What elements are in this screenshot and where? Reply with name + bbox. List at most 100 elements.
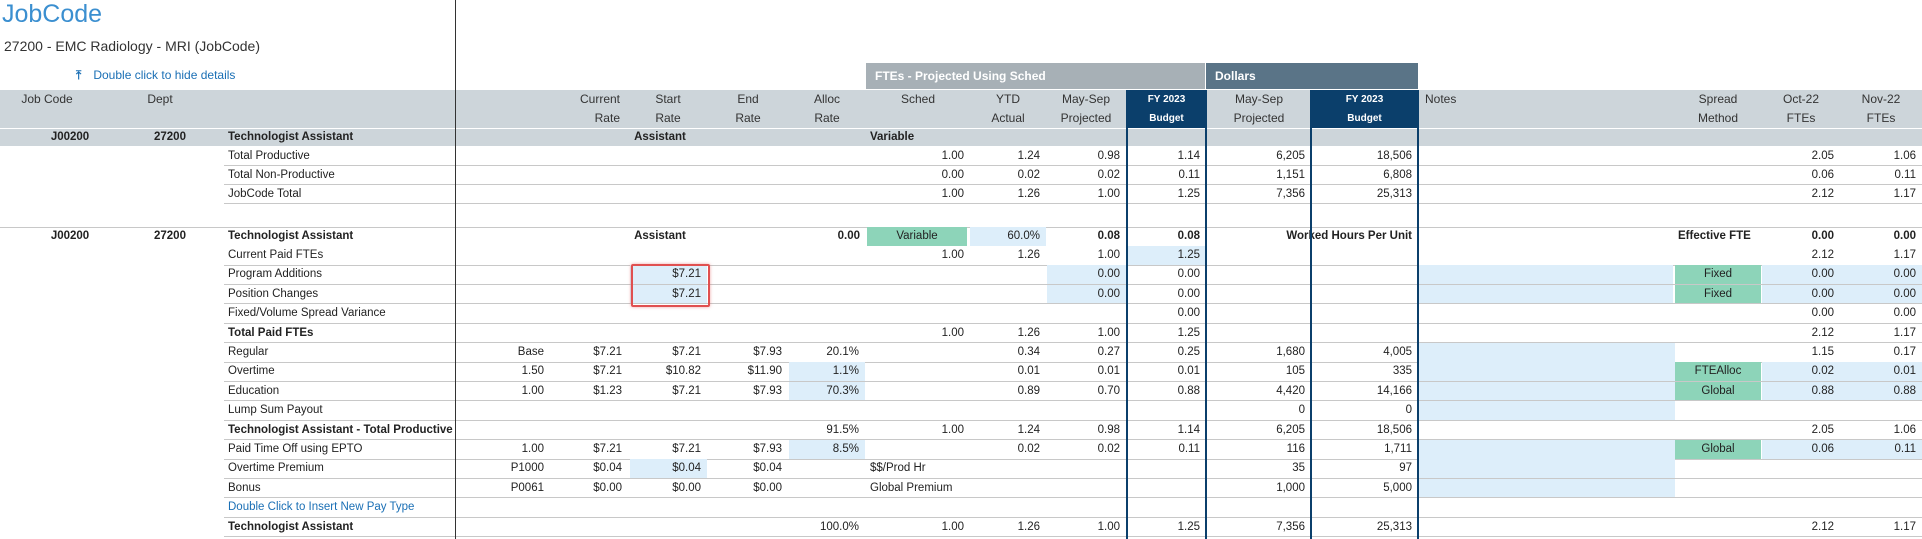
row-divider (224, 322, 1922, 324)
nov-cell[interactable]: 0.01 (1840, 362, 1922, 382)
hide-details-link[interactable]: ⤒ Double click to hide details (76, 68, 235, 83)
detail-row[interactable]: Current Paid FTEs 1.00 1.26 1.00 1.25 2.12 1.1… (0, 246, 1922, 265)
notes-input[interactable] (1419, 362, 1675, 382)
col-header-alloc-rate[interactable]: Alloc Rate (813, 92, 840, 125)
oct-cell[interactable]: 0.88 (1762, 381, 1840, 401)
alloc-rate-input[interactable]: 70.3% (789, 381, 865, 401)
detail-row[interactable]: Technologist Assistant - Total Productiv… (0, 421, 1922, 440)
oct-cell: 2.12 (1811, 249, 1834, 261)
dollars-fy-cell: 18,506 (1376, 150, 1412, 162)
detail-row[interactable]: Technologist Assistant 100.0% 1.00 1.26 1.00… (0, 518, 1922, 537)
notes-input[interactable] (1419, 381, 1675, 401)
col-header-end-rate[interactable]: End Rate (735, 92, 761, 125)
detail-row[interactable]: Paid Time Off using EPTO 1.00 $7.21 $7.21 $7… (0, 440, 1922, 459)
detail-row[interactable]: Regular Base $7.21 $7.21 $7.93 20.1% 0.34 0.27 0… (0, 343, 1922, 362)
ytd-input[interactable]: 60.0% (970, 227, 1046, 246)
nov-cell: 1.17 (1893, 249, 1916, 261)
col-header-may-sep-projected[interactable]: May-Sep Projected (1060, 92, 1112, 125)
notes-input[interactable] (1419, 440, 1675, 459)
summary-row[interactable]: JobCode Total 1.00 1.26 1.00 1.25 7,356 25,313… (0, 185, 1922, 204)
oct-cell[interactable]: 0.00 (1762, 265, 1840, 285)
ytd-cell: 0.34 (1017, 346, 1040, 358)
detail-row[interactable]: Position Changes $7.21 0.00 0.00 Fixed 0.00 0.… (0, 284, 1922, 304)
nov-cell[interactable]: 0.00 (1840, 265, 1922, 285)
detail-row[interactable]: Bonus P0061 $0.00 $0.00 $0.00 Global Premium 1… (0, 478, 1922, 498)
dollars-band-header: Dollars (1206, 63, 1418, 89)
spread-method-select[interactable]: Global (1675, 440, 1761, 459)
nov-cell[interactable]: 0.11 (1840, 440, 1922, 459)
notes-input[interactable] (1419, 459, 1675, 479)
fy-budget-cell: 0.11 (1178, 443, 1200, 455)
alloc-rate-input[interactable]: 8.5% (789, 440, 865, 459)
notes-input[interactable] (1419, 284, 1673, 304)
may-sep-input[interactable]: 0.00 (1047, 284, 1126, 304)
col-header-dept[interactable]: Dept (147, 92, 173, 106)
detail-row[interactable]: Overtime 1.50 $7.21 $10.82 $11.90 1.1% 0.01 0.0… (0, 362, 1922, 382)
notes-input[interactable] (1419, 343, 1675, 362)
detail-row[interactable]: Double Click to Insert New Pay Type (0, 498, 1922, 517)
dollars-budget-border-right (1417, 90, 1419, 539)
spread-method-select[interactable]: Fixed (1675, 284, 1761, 304)
dept-cell: 27200 (154, 131, 186, 143)
detail-row[interactable]: Fixed/Volume Spread Variance 0.00 0.00 0.00 (0, 304, 1922, 323)
summary-row[interactable]: Total Non-Productive 0.00 0.02 0.02 0.11 1,15… (0, 166, 1922, 185)
spread-method-select[interactable]: Global (1675, 381, 1761, 401)
nov-cell[interactable]: 0.88 (1840, 381, 1922, 401)
col-header-sched[interactable]: Sched (900, 92, 936, 106)
col-header-oct22[interactable]: Oct-22 FTEs (1782, 92, 1819, 125)
spread-method-select[interactable]: FTEAlloc (1675, 362, 1761, 382)
insert-pay-type-link[interactable]: Double Click to Insert New Pay Type (228, 501, 415, 514)
start-rate-input[interactable]: $0.04 (630, 459, 707, 479)
column-header-row (0, 90, 1922, 128)
row-label: Total Non-Productive (228, 169, 335, 181)
oct-cell[interactable]: 0.00 (1762, 284, 1840, 304)
dollars-fy-cell: 4,005 (1383, 346, 1412, 358)
start-rate-input[interactable]: $7.21 (630, 265, 707, 285)
col-header-dollars-may-sep[interactable]: May-Sep Projected (1233, 92, 1285, 125)
col-header-start-rate[interactable]: Start Rate (655, 92, 681, 125)
start-rate-input[interactable]: $7.21 (630, 284, 707, 304)
col-header-current-rate[interactable]: Current Rate (579, 92, 620, 125)
nov-cell: 0.11 (1894, 169, 1916, 181)
notes-input[interactable] (1419, 265, 1673, 285)
oct-cell: 0.00 (1811, 307, 1834, 320)
detail-row[interactable]: Program Additions $7.21 0.00 0.00 Fixed 0.00 0… (0, 265, 1922, 285)
col-header-dollars-fy2023[interactable]: FY 2023 Budget (1311, 90, 1418, 128)
nov-cell[interactable]: 0.00 (1840, 284, 1922, 304)
may-sep-input: 1.00 (1097, 249, 1120, 261)
fy-budget-cell[interactable]: 1.25 (1127, 246, 1206, 265)
end-rate-cell: $7.93 (753, 443, 782, 455)
col-header-fy2023-budget[interactable]: FY 2023 Budget (1127, 90, 1206, 128)
detail-row[interactable]: Education 1.00 $1.23 $7.21 $7.93 70.3% 0.89 0.7… (0, 381, 1922, 401)
group1-row[interactable]: J00200 27200 Technologist Assistant Assi… (0, 128, 1922, 147)
ytd-cell: 0.89 (1017, 384, 1040, 397)
col-header-ytd-actual[interactable]: YTD Actual (991, 92, 1025, 125)
nov-cell: 1.06 (1893, 150, 1916, 162)
alloc-rate-input[interactable]: 1.1% (789, 362, 865, 382)
group2-row[interactable]: J00200 27200 Technologist Assistant Assi… (0, 227, 1922, 246)
oct-cell[interactable]: 0.02 (1762, 362, 1840, 382)
current-rate-cell: $1.23 (593, 384, 622, 397)
may-sep-input[interactable]: 0.00 (1047, 265, 1126, 285)
oct-cell: 2.12 (1811, 520, 1834, 533)
pay-type-cell: Base (517, 346, 544, 358)
row-divider (224, 303, 1922, 305)
sched-cell: Variable (870, 131, 915, 143)
sched-cell: 1.00 (941, 249, 964, 261)
spread-method-select[interactable]: Fixed (1675, 265, 1761, 285)
detail-row[interactable]: Overtime Premium P1000 $0.04 $0.04 $0.04 $$/P… (0, 459, 1922, 479)
notes-input[interactable] (1419, 401, 1675, 421)
summary-row[interactable]: Total Productive 1.00 1.24 0.98 1.14 6,205 18,… (0, 147, 1922, 166)
oct-cell[interactable]: 0.06 (1762, 440, 1840, 459)
detail-row[interactable]: Total Paid FTEs 1.00 1.26 1.00 1.25 2.12 1.17 (0, 324, 1922, 343)
col-header-job-code[interactable]: Job Code (21, 92, 73, 106)
sched-select[interactable]: Variable (867, 227, 967, 246)
col-header-notes[interactable]: Notes (1425, 92, 1457, 106)
col-header-spread-method[interactable]: Spread Method (1697, 92, 1739, 125)
notes-input[interactable] (1419, 478, 1675, 498)
row-divider (224, 165, 1922, 166)
alloc-rate-input: 20.1% (826, 346, 859, 358)
detail-row[interactable]: Lump Sum Payout 0 0 (0, 401, 1922, 421)
dollars-may-cell: 4,420 (1276, 384, 1305, 397)
col-header-nov22[interactable]: Nov-22 FTEs (1861, 92, 1901, 125)
